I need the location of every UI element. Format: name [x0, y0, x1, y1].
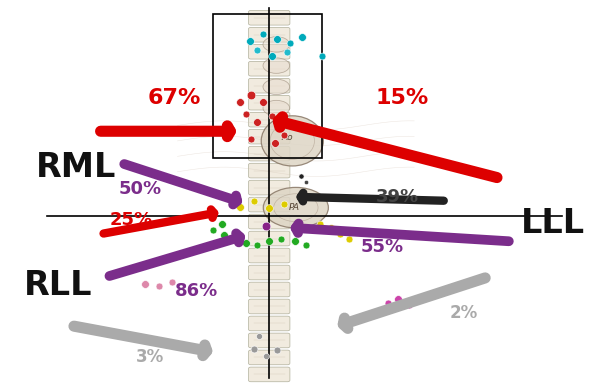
FancyBboxPatch shape — [248, 129, 290, 144]
FancyBboxPatch shape — [248, 231, 290, 246]
Text: 25%: 25% — [109, 211, 152, 229]
Ellipse shape — [261, 116, 323, 166]
FancyBboxPatch shape — [248, 146, 290, 161]
Text: 15%: 15% — [376, 88, 429, 108]
Ellipse shape — [263, 58, 290, 73]
Text: PA: PA — [289, 203, 300, 212]
FancyBboxPatch shape — [248, 61, 290, 76]
FancyBboxPatch shape — [248, 112, 290, 127]
FancyBboxPatch shape — [248, 248, 290, 263]
FancyBboxPatch shape — [248, 163, 290, 178]
Text: Ao: Ao — [282, 133, 293, 142]
FancyBboxPatch shape — [248, 44, 290, 59]
FancyBboxPatch shape — [248, 78, 290, 93]
Text: 39%: 39% — [376, 188, 419, 206]
FancyBboxPatch shape — [248, 333, 290, 348]
FancyBboxPatch shape — [248, 350, 290, 365]
FancyBboxPatch shape — [248, 197, 290, 212]
FancyBboxPatch shape — [248, 214, 290, 229]
FancyBboxPatch shape — [248, 10, 290, 25]
FancyBboxPatch shape — [248, 316, 290, 331]
Text: 67%: 67% — [148, 88, 201, 108]
FancyBboxPatch shape — [248, 265, 290, 280]
Ellipse shape — [263, 100, 290, 116]
Text: 86%: 86% — [175, 283, 218, 300]
Text: 50%: 50% — [118, 180, 161, 198]
Text: 55%: 55% — [361, 238, 404, 256]
FancyBboxPatch shape — [248, 299, 290, 314]
FancyBboxPatch shape — [248, 367, 290, 382]
Bar — [213, 14, 322, 158]
Ellipse shape — [263, 79, 290, 95]
Ellipse shape — [263, 37, 290, 52]
Text: 2%: 2% — [449, 304, 478, 322]
FancyBboxPatch shape — [248, 95, 290, 110]
Text: 3%: 3% — [136, 348, 164, 366]
Ellipse shape — [263, 187, 328, 228]
FancyBboxPatch shape — [248, 27, 290, 42]
FancyBboxPatch shape — [248, 180, 290, 195]
Text: RML: RML — [35, 151, 116, 185]
Text: RLL: RLL — [23, 269, 92, 302]
FancyBboxPatch shape — [248, 282, 290, 297]
Text: LLL: LLL — [521, 207, 585, 240]
